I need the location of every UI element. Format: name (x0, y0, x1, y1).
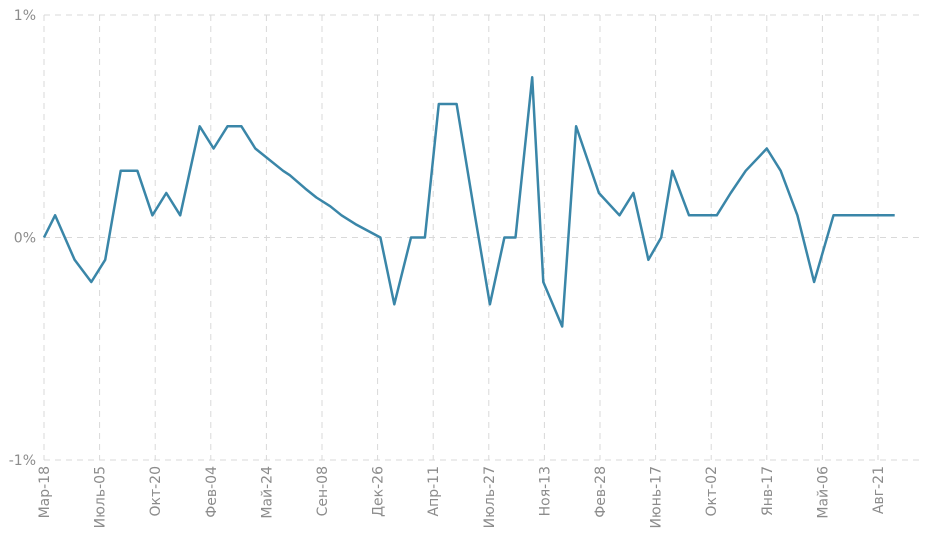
data-point (423, 236, 427, 240)
x-tick-label: Июль-27 (482, 466, 498, 528)
data-point (715, 213, 719, 217)
data-point (288, 173, 292, 177)
data-point (646, 258, 650, 262)
x-tick-label: Авг-21 (871, 466, 887, 514)
x-tick-label: Июнь-17 (649, 466, 665, 529)
data-point (541, 280, 545, 284)
data-point (253, 147, 257, 151)
data-point (597, 191, 601, 195)
data-point (53, 213, 57, 217)
data-point (574, 124, 578, 128)
x-tick-label: Окт-20 (148, 466, 164, 517)
data-point (488, 302, 492, 306)
x-tick-label: Апр-11 (426, 466, 442, 516)
x-tick-label: Окт-02 (704, 466, 720, 517)
x-tick-label: Янв-17 (760, 466, 776, 516)
data-point (353, 222, 357, 226)
x-tick-label: Май-06 (815, 466, 831, 519)
x-tick-label: Фев-28 (593, 466, 609, 518)
data-point (631, 191, 635, 195)
x-tick-label: Сен-08 (315, 466, 331, 516)
y-axis-ticks: 1% 0% -1% (9, 8, 36, 469)
data-point (303, 187, 307, 191)
data-point (150, 213, 154, 217)
data-point (812, 280, 816, 284)
series-line (42, 76, 895, 328)
data-point (765, 147, 769, 151)
data-point (119, 169, 123, 173)
data-point (378, 236, 382, 240)
data-point (73, 258, 77, 262)
data-point (868, 213, 872, 217)
data-point (879, 213, 883, 217)
data-point (135, 169, 139, 173)
data-point (618, 213, 622, 217)
y-tick-label: 1% (14, 8, 36, 24)
data-point (659, 236, 663, 240)
data-point (340, 213, 344, 217)
x-axis-ticks: Мар-18 Июль-05 Окт-20 Фев-04 Май-24 Сен-08 Дек… (37, 466, 887, 529)
data-point (212, 147, 216, 151)
data-point (226, 124, 230, 128)
data-point (42, 236, 46, 240)
data-point (392, 302, 396, 306)
data-point (851, 213, 855, 217)
data-point (164, 191, 168, 195)
data-point (281, 169, 285, 173)
x-tick-label: Дек-26 (371, 466, 387, 517)
data-point (729, 191, 733, 195)
data-point (473, 213, 477, 217)
data-point (502, 236, 506, 240)
x-tick-label: Июль-05 (93, 466, 109, 528)
data-point (455, 102, 459, 106)
data-point (514, 236, 518, 240)
data-point (314, 196, 318, 200)
grid-layer (43, 14, 921, 461)
y-tick-label: -1% (9, 453, 36, 469)
data-point (893, 213, 897, 217)
data-point (832, 213, 836, 217)
data-point (409, 236, 413, 240)
data-point (795, 213, 799, 217)
data-point (103, 258, 107, 262)
data-point (89, 280, 93, 284)
data-point (779, 169, 783, 173)
x-tick-label: Май-24 (259, 466, 275, 519)
data-point (198, 124, 202, 128)
data-point (687, 213, 691, 217)
y-tick-label: 0% (14, 231, 36, 247)
data-point (670, 169, 674, 173)
x-tick-label: Мар-18 (37, 466, 53, 518)
data-point (560, 325, 564, 329)
data-point (530, 75, 534, 79)
data-point (744, 169, 748, 173)
x-tick-label: Ноя-13 (537, 466, 553, 516)
data-point (437, 102, 441, 106)
data-point (178, 213, 182, 217)
x-tick-label: Фев-04 (204, 466, 220, 518)
series-layer (42, 75, 897, 329)
data-point (328, 204, 332, 208)
data-point (239, 124, 243, 128)
